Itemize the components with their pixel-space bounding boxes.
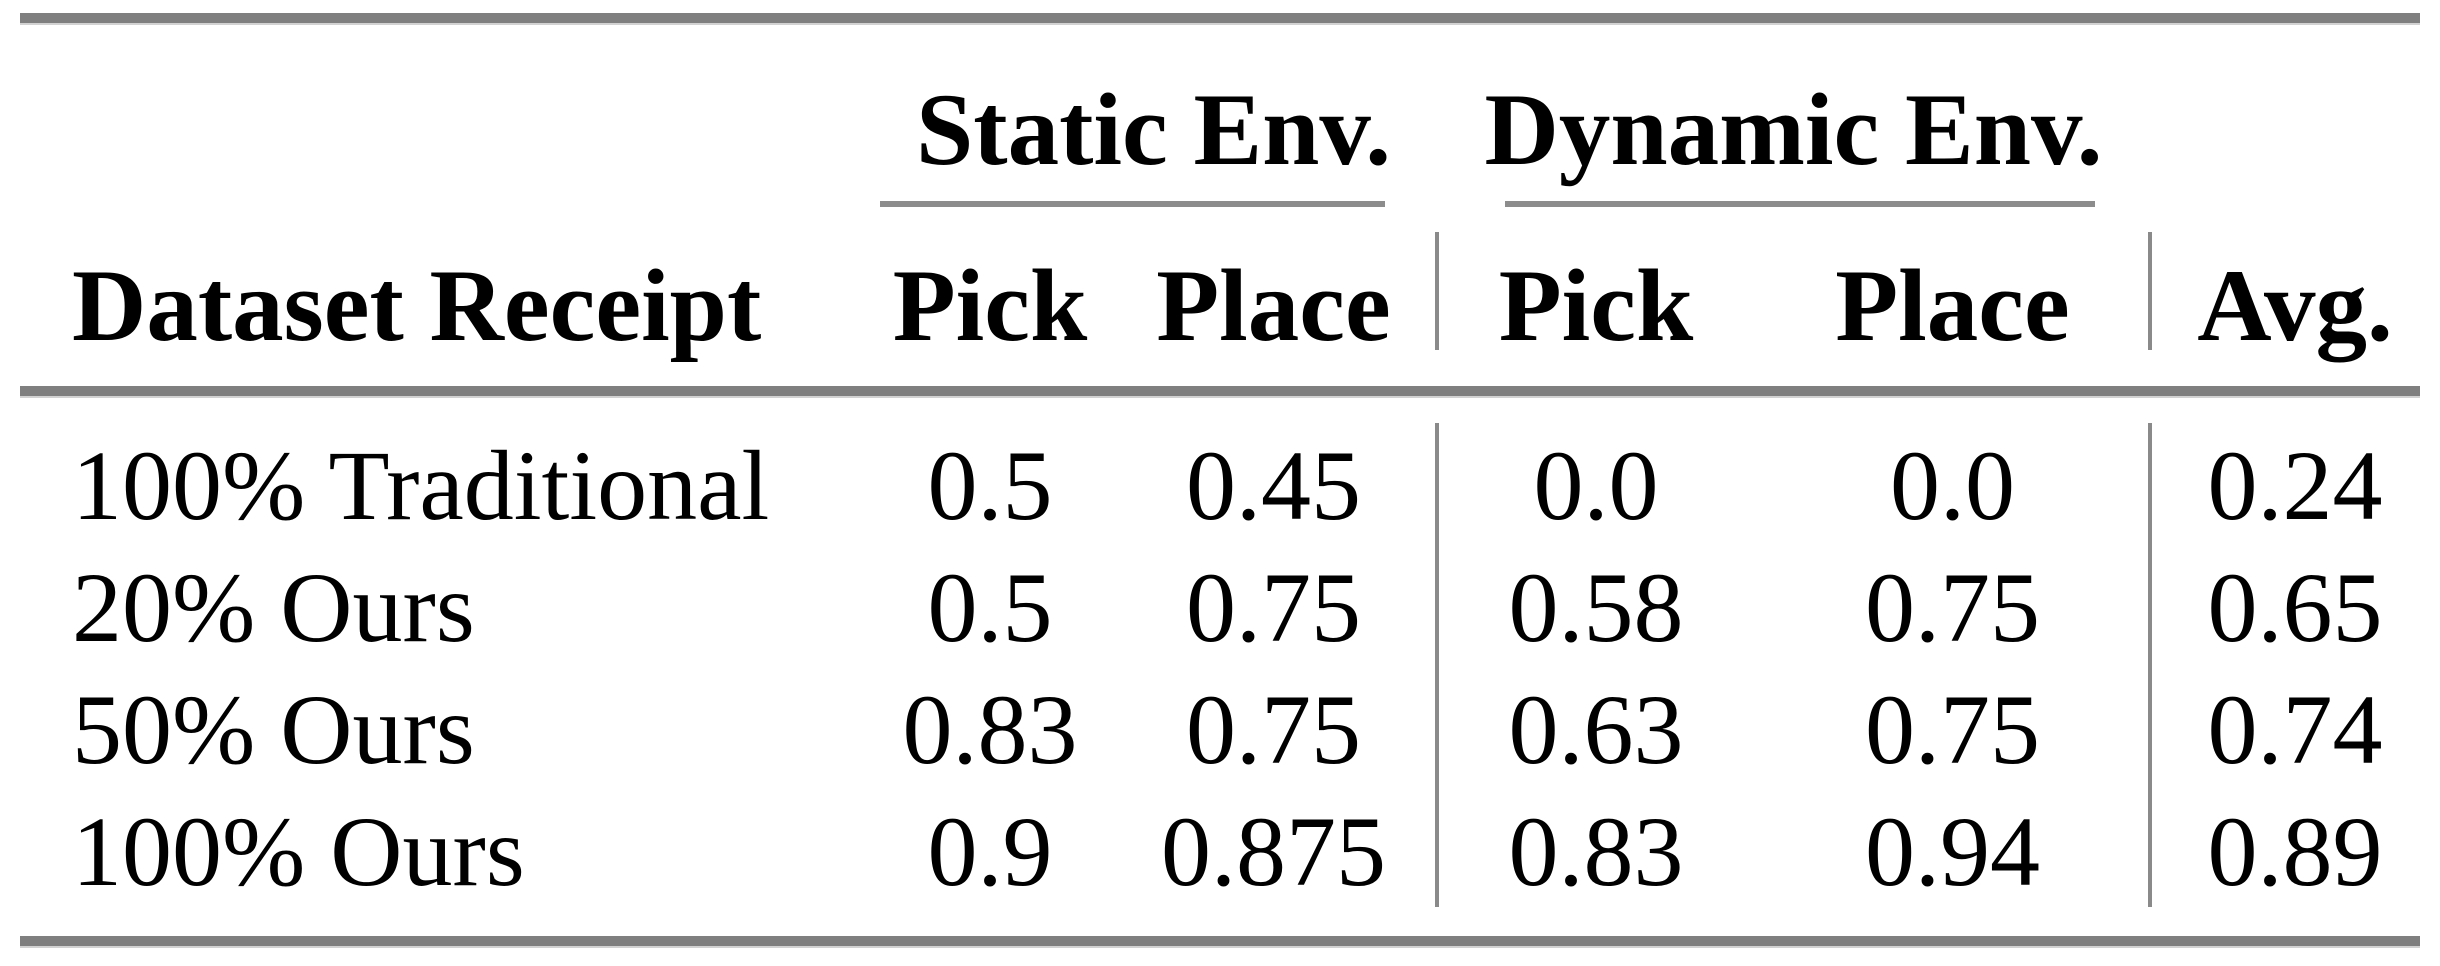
cell-static-pick: 0.5 [927,430,1053,541]
column-header-dynamic-place: Place [1835,248,2070,363]
cell-static-place: 0.75 [1186,674,1361,785]
cell-static-pick: 0.83 [902,674,1078,785]
static-env-cmidrule [880,201,1385,207]
column-header-static-place: Place [1156,248,1391,363]
cell-avg: 0.89 [2207,796,2383,907]
row-label: 20% Ours [72,552,475,663]
cell-dynamic-place: 0.94 [1865,796,2040,907]
cell-dynamic-place: 0.75 [1865,674,2040,785]
separator-static-dynamic-body [1435,423,1439,907]
separator-dynamic-avg-header [2148,232,2152,350]
dynamic-env-cmidrule [1505,201,2095,207]
separator-static-dynamic-header [1435,232,1439,350]
cell-avg: 0.65 [2207,552,2383,663]
column-header-avg: Avg. [2197,248,2393,363]
row-label: 100% Ours [72,796,525,907]
column-header-static-pick: Pick [892,248,1088,363]
separator-dynamic-avg-body [2148,423,2152,907]
cell-avg: 0.74 [2207,674,2383,785]
cell-static-pick: 0.9 [927,796,1053,907]
cell-dynamic-pick: 0.83 [1508,796,1684,907]
cell-avg: 0.24 [2207,430,2383,541]
column-header-dataset-receipt: Dataset Receipt [72,248,762,363]
cell-static-place: 0.875 [1161,796,1386,907]
column-header-dynamic-pick: Pick [1498,248,1694,363]
cell-dynamic-place: 0.75 [1865,552,2040,663]
group-header-dynamic-env: Dynamic Env. [1484,73,2103,187]
header-rule [20,386,2420,398]
row-label: 50% Ours [72,674,475,785]
cell-dynamic-pick: 0.63 [1508,674,1684,785]
group-header-static-env: Static Env. [915,73,1392,187]
cell-dynamic-place: 0.0 [1890,430,2015,541]
cell-static-place: 0.45 [1186,430,1361,541]
cell-dynamic-pick: 0.58 [1508,552,1684,663]
top-rule [20,13,2420,25]
cell-static-pick: 0.5 [927,552,1053,663]
row-label: 100% Traditional [72,430,770,541]
bottom-rule [20,936,2420,948]
cell-static-place: 0.75 [1186,552,1361,663]
cell-dynamic-pick: 0.0 [1533,430,1659,541]
